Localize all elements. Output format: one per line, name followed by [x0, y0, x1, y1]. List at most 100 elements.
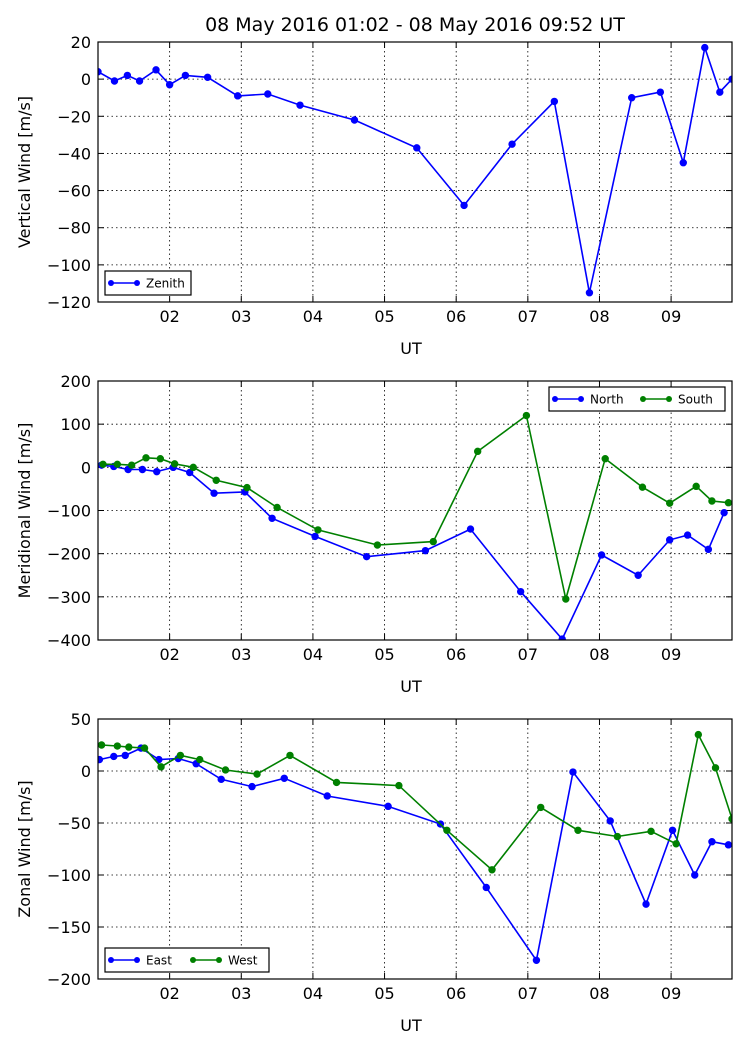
data-point-north: [311, 532, 319, 541]
data-point-south: [724, 499, 732, 507]
data-point-north: [362, 552, 371, 561]
data-point-east: [98, 755, 104, 764]
data-layer: [98, 43, 732, 297]
data-point-west: [286, 751, 294, 760]
y-tick-label: −150: [47, 918, 91, 937]
x-tick-label: 08: [589, 645, 609, 664]
data-point-west: [125, 743, 133, 751]
legend: North South: [548, 386, 726, 412]
y-tick-label: 0: [81, 762, 91, 781]
y-tick-label: −60: [57, 182, 91, 201]
data-point-zenith: [716, 88, 724, 96]
data-point-north: [720, 508, 728, 517]
data-point-south: [665, 499, 674, 507]
legend-marker: [108, 957, 114, 963]
data-point-zenith: [628, 94, 636, 102]
x-axis-label: UT: [400, 339, 422, 358]
data-point-south: [638, 483, 647, 491]
legend-label-west: West: [228, 954, 258, 968]
y-tick-label: −100: [47, 866, 91, 885]
legend-marker: [134, 280, 140, 286]
x-tick-label: 02: [159, 645, 179, 664]
data-point-south: [113, 460, 122, 469]
data-point-west: [221, 766, 230, 774]
data-point-east: [384, 802, 392, 811]
x-tick-label: 03: [231, 984, 251, 1003]
series-line-south: [103, 414, 729, 600]
y-tick-label: −40: [57, 144, 91, 163]
legend-marker: [552, 396, 558, 402]
x-tick-label: 06: [446, 307, 466, 326]
y-tick-label: −100: [47, 256, 91, 275]
x-tick-label: 05: [374, 984, 394, 1003]
x-tick-label: 02: [159, 307, 179, 326]
data-point-east: [724, 841, 732, 849]
plot-area: [98, 719, 732, 979]
data-point-west: [157, 763, 165, 771]
data-point-east: [248, 782, 256, 791]
data-point-zenith: [508, 140, 516, 148]
data-point-zenith: [679, 159, 687, 167]
x-tick-label: 07: [518, 307, 538, 326]
data-point-east: [532, 956, 541, 964]
y-tick-label: −20: [57, 107, 91, 126]
data-point-south: [314, 526, 322, 534]
data-point-south: [170, 460, 179, 468]
data-point-south: [243, 483, 251, 492]
series-line-north: [101, 464, 725, 640]
y-axis-label: Vertical Wind [m/s]: [15, 96, 34, 248]
data-point-east: [121, 751, 129, 760]
x-tick-label: 04: [303, 645, 323, 664]
data-point-west: [443, 826, 451, 834]
x-tick-label: 09: [661, 984, 681, 1003]
data-point-east: [708, 838, 716, 846]
legend-marker: [640, 396, 646, 402]
data-point-zenith: [110, 77, 119, 85]
data-point-south: [473, 447, 482, 456]
x-tick-label: 06: [446, 645, 466, 664]
data-point-zenith: [123, 71, 132, 80]
legend-marker: [578, 396, 584, 402]
data-point-north: [558, 635, 566, 640]
x-tick-label: 08: [589, 984, 609, 1003]
data-point-west: [253, 770, 261, 778]
data-point-west: [537, 803, 545, 812]
x-tick-label: 05: [374, 645, 394, 664]
y-tick-label: −300: [47, 588, 91, 607]
data-point-north: [516, 587, 525, 596]
data-point-zenith: [413, 144, 421, 152]
data-point-east: [668, 826, 677, 834]
series-line-west: [101, 732, 732, 871]
data-point-west: [196, 755, 204, 764]
y-axis-label: Zonal Wind [m/s]: [15, 780, 34, 917]
data-point-north: [210, 489, 218, 497]
data-point-east: [280, 774, 288, 782]
y-tick-label: −400: [47, 631, 91, 650]
legend: Zenith: [104, 270, 192, 296]
data-point-zenith: [350, 116, 359, 124]
x-tick-label: 09: [661, 645, 681, 664]
x-tick-label: 05: [374, 307, 394, 326]
data-point-east: [569, 768, 577, 776]
data-point-west: [613, 832, 622, 841]
data-point-south: [189, 463, 197, 472]
x-tick-label: 04: [303, 984, 323, 1003]
x-tick-label: 09: [661, 307, 681, 326]
data-point-zenith: [701, 43, 709, 52]
y-tick-label: 100: [60, 415, 91, 434]
data-point-south: [273, 503, 281, 512]
figure-title: 08 May 2016 01:02 - 08 May 2016 09:52 UT: [205, 14, 625, 36]
x-tick-label: 07: [518, 645, 538, 664]
data-point-south: [692, 482, 700, 491]
y-tick-label: 0: [81, 70, 91, 89]
y-tick-label: 50: [71, 710, 91, 729]
axes-frame: [97, 718, 733, 980]
data-point-south: [708, 497, 716, 505]
data-point-south: [562, 595, 570, 603]
data-point-zenith: [181, 71, 190, 80]
x-tick-label: 04: [303, 307, 323, 326]
legend-marker: [216, 957, 222, 963]
data-point-zenith: [264, 90, 272, 98]
plot-area: [98, 381, 732, 640]
